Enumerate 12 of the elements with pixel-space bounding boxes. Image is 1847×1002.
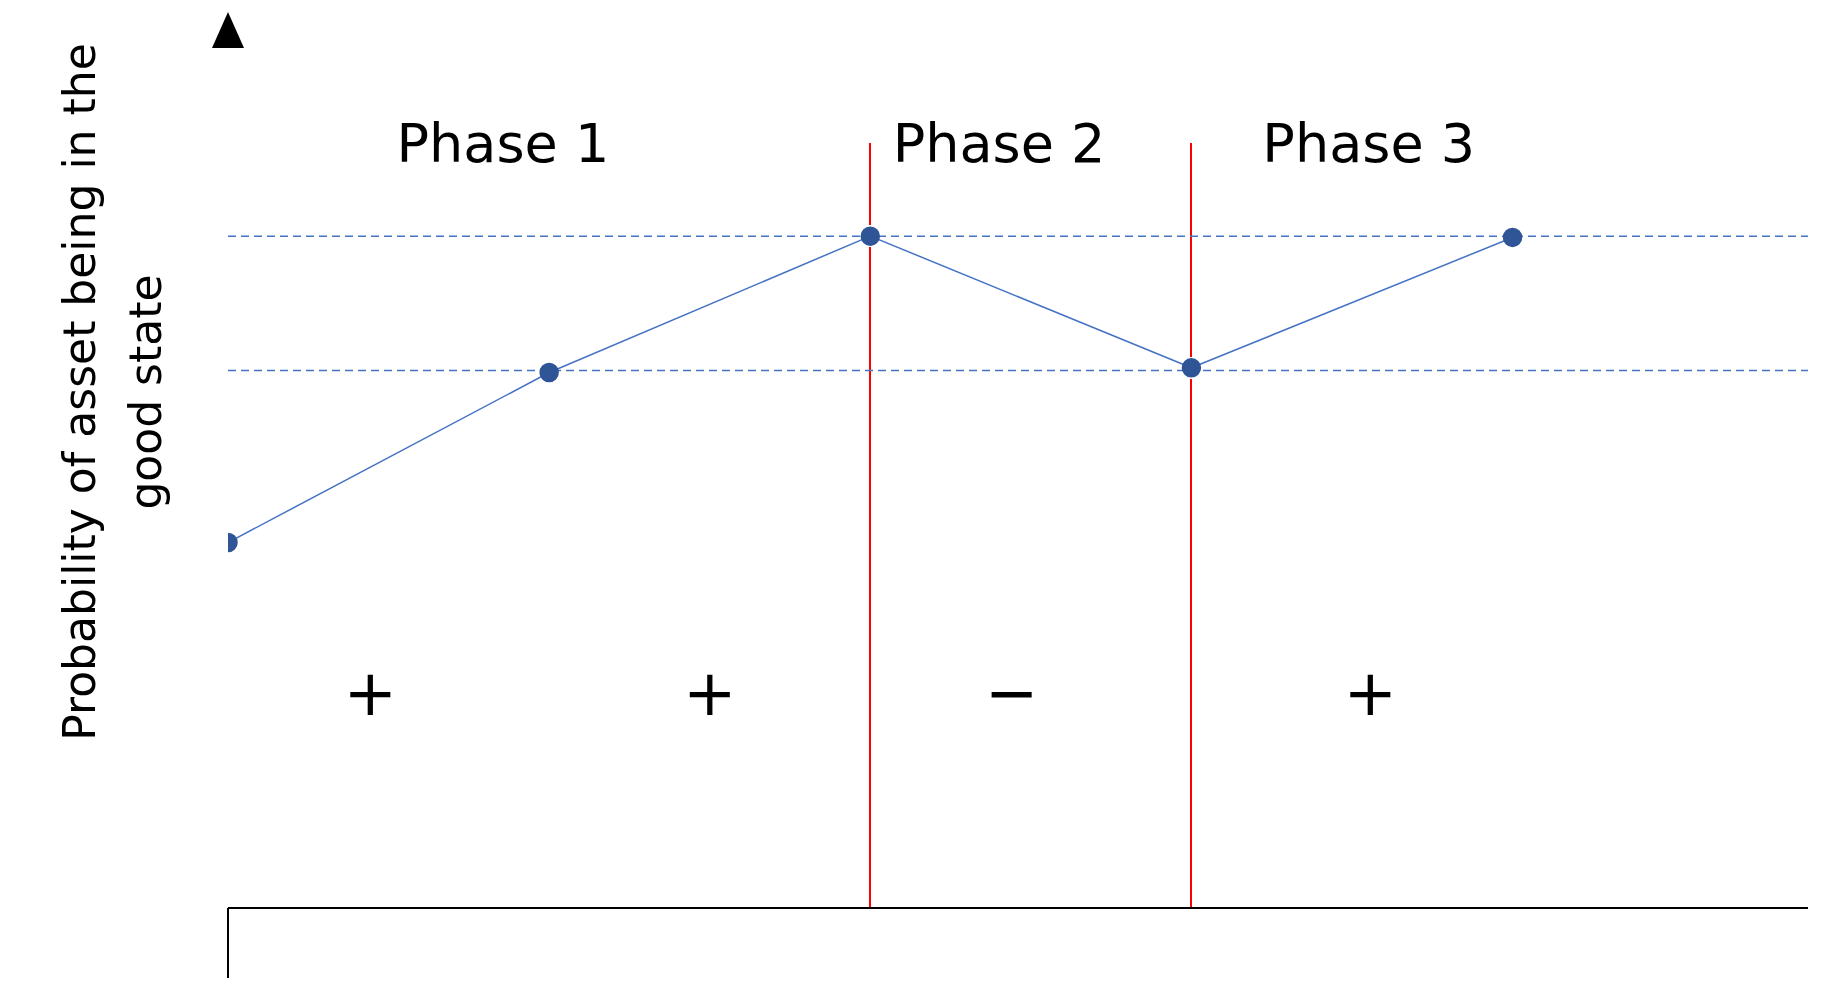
annotation: +: [1343, 656, 1398, 730]
annotation: −: [984, 656, 1039, 730]
point: [1502, 227, 1523, 248]
point: [1181, 358, 1202, 378]
text: Phase 2: [892, 111, 1106, 175]
point: [539, 362, 559, 383]
text: Phase 3: [1262, 111, 1476, 175]
point: [860, 226, 881, 246]
text: Phase 1: [396, 111, 610, 175]
annotation: +: [683, 656, 737, 730]
annotation: +: [343, 656, 397, 730]
y-axis-title: Probability of asset being in the good state: [53, 42, 172, 743]
